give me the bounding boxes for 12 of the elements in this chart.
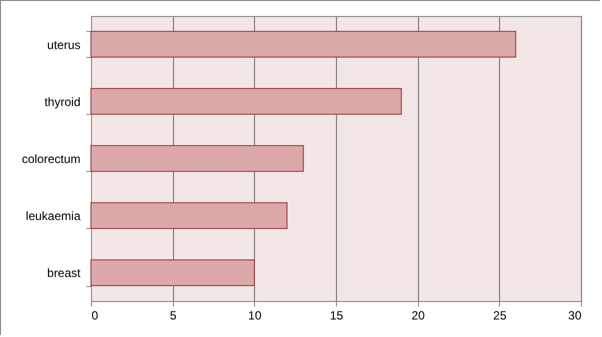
y-tick-label: uterus	[47, 38, 80, 52]
x-tick-label: 15	[330, 308, 344, 322]
x-tick-label: 20	[411, 308, 426, 322]
y-tick-label: leukaemia	[26, 209, 81, 224]
x-tick-label: 0	[92, 308, 98, 322]
x-tick-label: 10	[248, 308, 262, 322]
x-tick-label: 5	[170, 308, 177, 322]
x-tick-label: 30	[568, 308, 582, 322]
x-tick-label: 25	[493, 308, 507, 322]
y-tick-label: breast	[47, 266, 82, 280]
y-tick-label: colorectum	[22, 152, 81, 166]
y-tick-label: thyroid	[44, 94, 80, 109]
